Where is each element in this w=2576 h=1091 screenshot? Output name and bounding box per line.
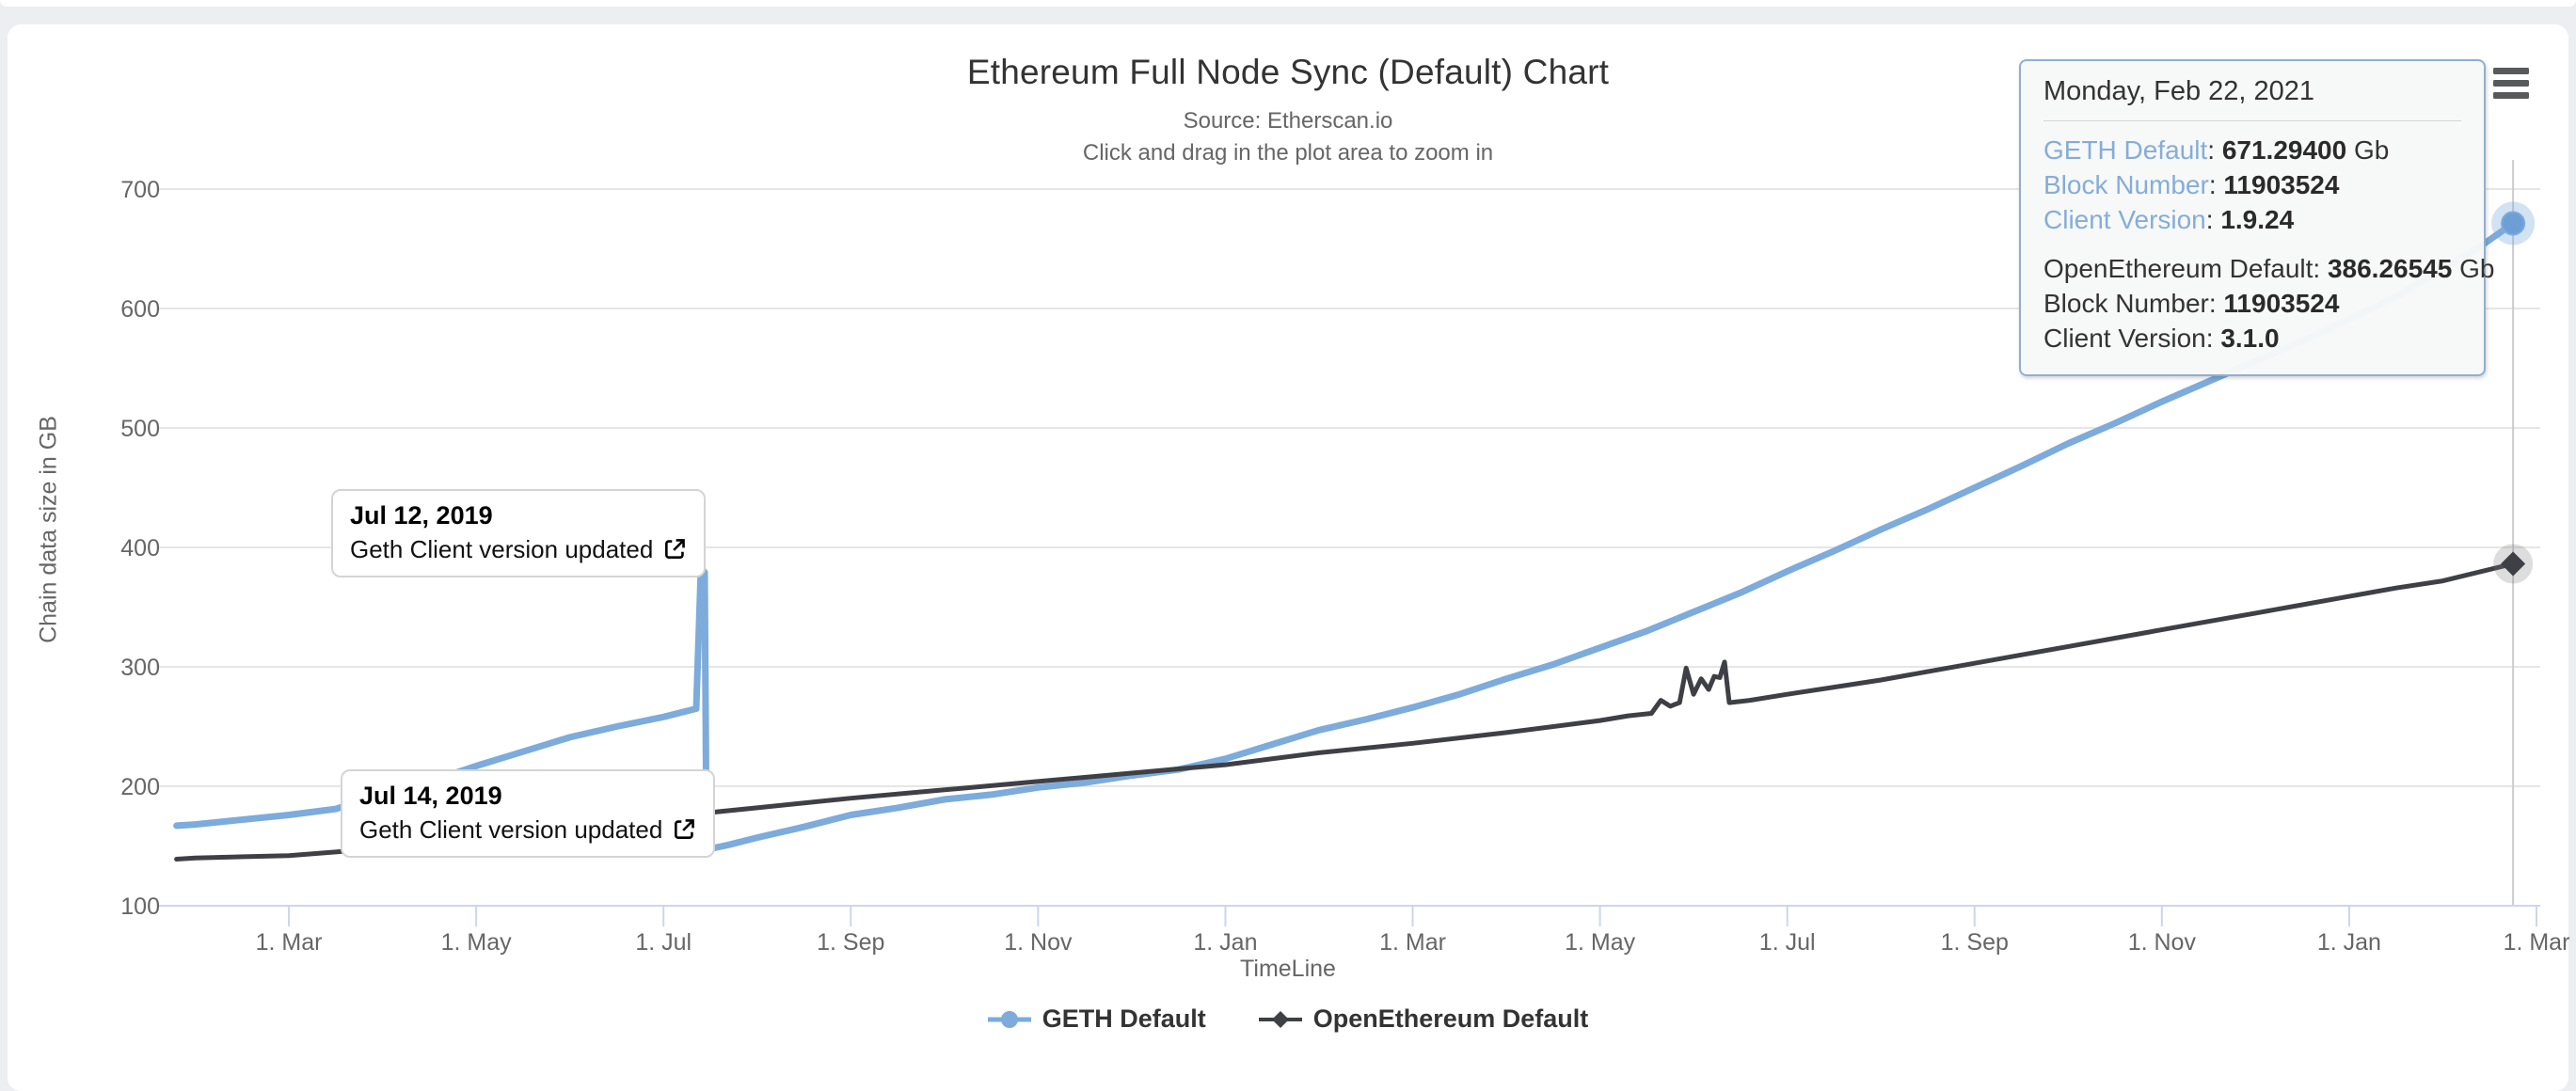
tooltip-row: Client Version: 3.1.0 <box>2043 324 2280 353</box>
x-tick-label: 1. Jul <box>635 929 692 956</box>
annotation-date: Jul 12, 2019 <box>350 501 493 530</box>
tooltip-group: OpenEthereum Default: 386.26545 Gb Block … <box>2043 251 2495 356</box>
legend-diamond-marker-icon <box>1258 1010 1302 1028</box>
external-link-icon <box>665 539 686 559</box>
tooltip-row-value: 11903524 <box>2223 289 2340 318</box>
openethereum-series-line <box>174 561 2516 862</box>
chart-subtitle: Source: Etherscan.io Click and drag in t… <box>0 105 2576 169</box>
annotation-jul-14-2019: Jul 14, 2019 Geth Client version updated <box>341 769 716 858</box>
chart-legend: GETH Default OpenEthereum Default <box>0 1004 2576 1034</box>
y-tick-label: 600 <box>120 296 160 323</box>
tooltip-row-label: GETH Default <box>2043 135 2208 165</box>
tooltip-row: Block Number: 11903524 <box>2043 170 2340 199</box>
geth-series-line <box>173 220 2517 853</box>
annotation-link[interactable]: Geth Client version updated <box>359 813 696 846</box>
tooltip-row: GETH Default: 671.29400 Gb <box>2043 135 2390 165</box>
x-tick-label: 1. Sep <box>1941 929 2009 956</box>
y-tick-label: 500 <box>120 416 160 442</box>
x-tick-label: 1. Mar <box>2504 929 2570 956</box>
legend-item-openethereum[interactable]: OpenEthereum Default <box>1258 1004 1589 1034</box>
tooltip-row: OpenEthereum Default: 386.26545 Gb <box>2043 254 2495 283</box>
annotation-date: Jul 14, 2019 <box>359 782 502 810</box>
tooltip-row-value: 1.9.24 <box>2220 205 2295 234</box>
legend-label: OpenEthereum Default <box>1312 1004 1589 1033</box>
x-tick-label: 1. Jul <box>1759 929 1816 956</box>
annotation-jul-12-2019: Jul 12, 2019 Geth Client version updated <box>331 489 707 577</box>
tooltip-date: Monday, Feb 22, 2021 <box>2043 76 2461 121</box>
tooltip-row-value: 386.26545 <box>2327 254 2453 283</box>
chart-tooltip: Monday, Feb 22, 2021 GETH Default: 671.2… <box>2019 59 2495 376</box>
x-tick-label: 1. Mar <box>1379 929 1446 956</box>
x-tick-label: 1. May <box>1565 929 1636 956</box>
x-tick-label: 1. Sep <box>817 929 884 956</box>
x-tick-label: 1. May <box>441 929 513 956</box>
chart-zoom-hint: Click and drag in the plot area to zoom … <box>1082 140 1494 166</box>
tooltip-row-label: Block Number <box>2043 289 2209 318</box>
x-axis-title: TimeLine <box>1240 956 1336 982</box>
tooltip-row-label: Client Version <box>2043 324 2206 353</box>
y-tick-label: 400 <box>120 535 160 561</box>
tooltip-body: GETH Default: 671.29400 Gb Block Number: … <box>2043 133 2495 356</box>
chart-context-menu-button[interactable] <box>2493 68 2531 102</box>
tooltip-row: Client Version: 1.9.24 <box>2043 205 2295 234</box>
x-tick-label: 1. Jan <box>2317 929 2381 956</box>
tooltip-row-label: Block Number <box>2043 170 2209 199</box>
legend-item-geth[interactable]: GETH Default <box>987 1004 1206 1034</box>
geth-point-marker[interactable] <box>2501 211 2526 236</box>
external-link-icon <box>675 819 695 839</box>
x-tick-label: 1. Nov <box>2128 929 2197 956</box>
page-top-strip <box>0 0 2576 7</box>
legend-circle-marker-icon <box>987 1010 1031 1028</box>
y-tick-label: 200 <box>120 774 160 800</box>
tooltip-row: Block Number: 11903524 <box>2043 289 2340 318</box>
openethereum-point-marker[interactable] <box>2501 551 2526 577</box>
y-tick-label: 100 <box>120 893 160 920</box>
y-tick-label: 700 <box>120 177 160 203</box>
x-tick-label: 1. Nov <box>1004 929 1073 956</box>
tooltip-group: GETH Default: 671.29400 Gb Block Number: … <box>2043 133 2461 237</box>
tooltip-row-value: 671.29400 <box>2221 135 2347 165</box>
annotation-text: Geth Client version updated <box>359 815 663 844</box>
x-tick-label: 1. Mar <box>256 929 323 956</box>
legend-label: GETH Default <box>1042 1004 1206 1033</box>
hamburger-menu-icon <box>2493 68 2529 74</box>
x-tick-label: 1. Jan <box>1193 929 1257 956</box>
chart-title: Ethereum Full Node Sync (Default) Chart <box>966 53 1610 91</box>
tooltip-row-value: 3.1.0 <box>2220 324 2280 353</box>
tooltip-row-value: 11903524 <box>2223 170 2340 199</box>
chart-source: Source: Etherscan.io <box>1183 108 1393 134</box>
annotation-link[interactable]: Geth Client version updated <box>350 532 687 566</box>
y-tick-label: 300 <box>120 655 160 681</box>
tooltip-row-label: Client Version <box>2043 205 2206 234</box>
y-axis-title: Chain data size in GB <box>35 416 62 643</box>
annotation-text: Geth Client version updated <box>350 535 654 563</box>
tooltip-row-label: OpenEthereum Default <box>2043 254 2314 283</box>
